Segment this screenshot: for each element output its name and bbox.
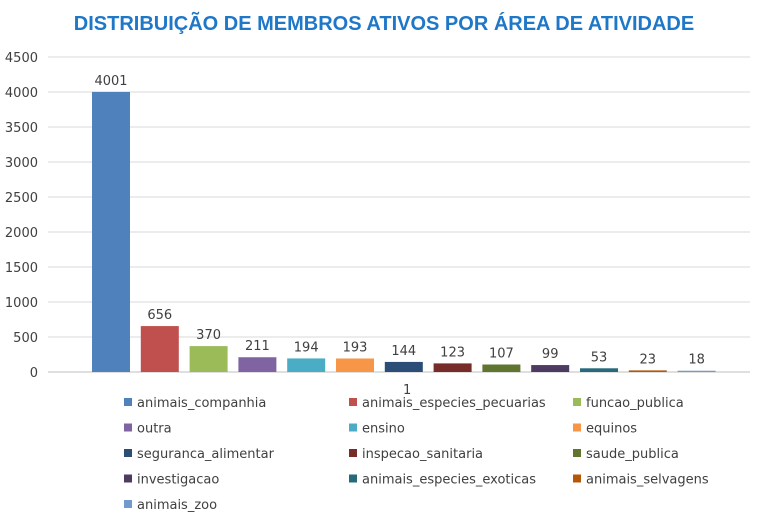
data-labels: 4001 656 370 211 194 193 144 123 107 99 53 23 18 (94, 74, 704, 368)
legend-swatch-animais_companhia (124, 398, 132, 406)
bar-ensino (287, 358, 326, 372)
data-label-animais_companhia: 4001 (94, 74, 127, 89)
data-label-seguranca_alimentar: 144 (391, 344, 416, 359)
bar-saude_publica (482, 364, 521, 372)
legend-swatch-investigacao (124, 474, 132, 483)
legend-swatch-ensino (349, 423, 357, 432)
y-tick-label: 1500 (5, 261, 38, 276)
y-axis-ticks: 0 500 1000 1500 2000 2500 3000 3500 4000 4500 (5, 51, 38, 381)
data-label-animais_zoo: 18 (688, 353, 705, 368)
bar-animais_zoo (677, 370, 716, 372)
y-tick-label: 3500 (5, 121, 38, 136)
legend-label-equinos: equinos (586, 422, 637, 437)
legend-label-inspecao_sanitaria: inspecao_sanitaria (362, 447, 483, 462)
legend-label-animais_companhia: animais_companhia (137, 396, 266, 411)
legend-swatch-inspecao_sanitaria (349, 449, 357, 457)
gridlines (48, 56, 750, 373)
y-tick-label: 4000 (5, 86, 38, 101)
legend-label-ensino: ensino (362, 422, 405, 437)
legend-swatch-animais_especies_exoticas (349, 474, 357, 483)
legend-label-seguranca_alimentar: seguranca_alimentar (137, 447, 275, 462)
legend-swatch-funcao_publica (573, 398, 581, 406)
data-label-outra: 211 (245, 339, 270, 354)
legend-label-saude_publica: saude_publica (586, 447, 679, 462)
y-tick-label: 4500 (5, 51, 38, 66)
bar-animais_companhia (92, 91, 130, 373)
y-tick-label: 0 (30, 366, 38, 381)
bar-animais_especies_pecuarias (140, 326, 179, 372)
legend-label-outra: outra (137, 422, 172, 437)
bars (92, 91, 716, 373)
y-tick-label: 2000 (5, 226, 38, 241)
chart-title: DISTRIBUIÇÃO DE MEMBROS ATIVOS POR ÁREA … (74, 12, 694, 35)
legend-label-investigacao: investigacao (137, 473, 219, 488)
data-label-inspecao_sanitaria: 123 (440, 345, 465, 360)
legend-label-funcao_publica: funcao_publica (586, 396, 684, 411)
data-label-animais_especies_pecuarias: 656 (147, 308, 172, 323)
legend-label-animais_zoo: animais_zoo (137, 498, 217, 513)
bar-funcao_publica (189, 346, 228, 372)
data-label-saude_publica: 107 (489, 347, 514, 362)
y-tick-label: 2500 (5, 191, 38, 206)
data-label-equinos: 193 (343, 340, 368, 355)
bar-equinos (336, 358, 374, 372)
data-label-ensino: 194 (294, 340, 319, 355)
legend-swatch-outra (124, 423, 132, 432)
bar-outra (238, 357, 277, 372)
x-category-label: 1 (403, 383, 411, 398)
legend-swatch-animais_selvagens (573, 474, 581, 483)
legend-swatch-saude_publica (573, 449, 581, 457)
x-axis-categories: 1 (403, 383, 411, 398)
data-label-animais_selvagens: 23 (640, 352, 657, 367)
bar-seguranca_alimentar (384, 361, 423, 372)
legend: animais_companhia animais_especies_pecuar… (124, 396, 709, 513)
bar-inspecao_sanitaria (433, 363, 472, 372)
data-label-funcao_publica: 370 (196, 328, 221, 343)
legend-label-animais_selvagens: animais_selvagens (586, 473, 709, 488)
bar-investigacao (531, 365, 570, 372)
y-tick-label: 1000 (5, 296, 38, 311)
legend-swatch-animais_especies_pecuarias (349, 398, 357, 406)
legend-swatch-seguranca_alimentar (124, 449, 132, 457)
data-label-animais_especies_exoticas: 53 (591, 350, 608, 365)
legend-label-animais_especies_pecuarias: animais_especies_pecuarias (362, 396, 546, 411)
y-tick-label: 3000 (5, 156, 38, 171)
data-label-investigacao: 99 (542, 347, 559, 362)
legend-label-animais_especies_exoticas: animais_especies_exoticas (362, 473, 536, 488)
bar-animais_selvagens (628, 370, 667, 372)
legend-swatch-animais_zoo (124, 500, 132, 508)
bar-animais_especies_exoticas (580, 368, 618, 372)
y-tick-label: 500 (13, 331, 38, 346)
legend-swatch-equinos (573, 423, 581, 432)
